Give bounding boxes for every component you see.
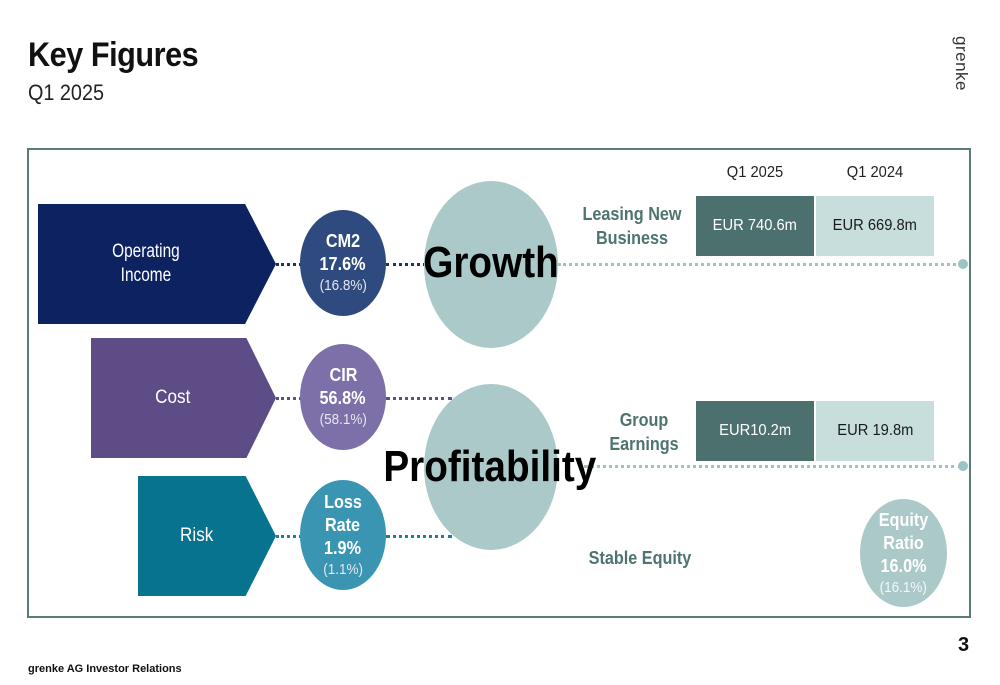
kpi-value: 17.6% bbox=[320, 254, 366, 274]
column-header-current: Q1 2025 bbox=[726, 164, 784, 181]
metric-label-leasing: Leasing New Business bbox=[578, 202, 686, 250]
value-current: EUR10.2m bbox=[696, 401, 814, 461]
value-prior: EUR 669.8m bbox=[816, 196, 934, 256]
connector-line bbox=[386, 535, 452, 538]
equity-value: 16.0% bbox=[880, 555, 927, 576]
connector-line bbox=[276, 263, 302, 266]
profitability-circle bbox=[424, 384, 558, 550]
driver-operating-income: Operating Income bbox=[38, 204, 276, 324]
page-subtitle: Q1 2025 bbox=[28, 80, 104, 105]
kpi-loss-rate: Loss Rate 1.9% (1.1%) bbox=[300, 480, 386, 590]
value-text: EUR 669.8m bbox=[832, 217, 918, 234]
driver-label: Risk bbox=[179, 525, 213, 546]
metric-label-line: Group bbox=[619, 410, 669, 430]
kpi-name: CIR bbox=[329, 365, 357, 385]
kpi-prior: (16.8%) bbox=[319, 277, 367, 294]
kpi-name: Loss bbox=[324, 491, 362, 512]
value-current: EUR 740.6m bbox=[696, 196, 814, 256]
kpi-cm2: CM2 17.6% (16.8%) bbox=[300, 210, 386, 316]
connector-line bbox=[584, 465, 962, 468]
driver-risk: Risk bbox=[138, 476, 276, 596]
equity-label-line: Equity bbox=[878, 509, 929, 530]
connector-endpoint bbox=[958, 259, 968, 269]
connector-line bbox=[386, 263, 426, 266]
value-text: EUR 740.6m bbox=[712, 217, 798, 234]
column-header-prior: Q1 2024 bbox=[846, 164, 904, 181]
equity-ratio-circle: Equity Ratio 16.0% (16.1%) bbox=[860, 499, 947, 607]
brand-logo: grenke bbox=[945, 36, 985, 96]
driver-cost: Cost bbox=[91, 338, 276, 458]
metric-label-earnings: Group Earnings bbox=[590, 408, 698, 456]
growth-circle bbox=[424, 181, 558, 348]
value-text: EUR 19.8m bbox=[836, 422, 914, 439]
metric-label-line: Earnings bbox=[609, 434, 679, 454]
kpi-prior: (1.1%) bbox=[323, 560, 363, 578]
equity-prior: (16.1%) bbox=[879, 578, 928, 596]
kpi-name: CM2 bbox=[325, 231, 361, 251]
metric-label-line: Business bbox=[595, 228, 669, 248]
driver-label: Operating bbox=[112, 241, 180, 262]
value-text: EUR10.2m bbox=[719, 422, 791, 439]
connector-line bbox=[276, 397, 302, 400]
value-prior: EUR 19.8m bbox=[816, 401, 934, 461]
page-number: 3 bbox=[958, 634, 970, 656]
connector-line bbox=[386, 397, 452, 400]
driver-label: Income bbox=[120, 265, 172, 286]
footer-source: grenke AG Investor Relations bbox=[28, 663, 182, 675]
equity-label-line: Ratio bbox=[883, 532, 924, 553]
connector-line bbox=[276, 535, 302, 538]
kpi-cir: CIR 56.8% (58.1%) bbox=[300, 344, 386, 450]
kpi-prior: (58.1%) bbox=[319, 411, 367, 428]
kpi-value: 56.8% bbox=[320, 388, 366, 408]
brand-wordmark: grenke bbox=[952, 36, 971, 91]
stable-equity-label: Stable Equity bbox=[588, 548, 692, 568]
diagram-frame bbox=[27, 148, 971, 618]
connector-line bbox=[558, 263, 962, 266]
connector-endpoint bbox=[958, 461, 968, 471]
driver-label: Cost bbox=[155, 387, 191, 408]
metric-label-line: Leasing New bbox=[582, 204, 682, 224]
page-title: Key Figures bbox=[28, 36, 199, 74]
kpi-name-line2: Rate bbox=[325, 514, 361, 535]
growth-label: Growth bbox=[423, 238, 559, 287]
profitability-label: Profitability bbox=[383, 442, 597, 491]
kpi-value: 1.9% bbox=[324, 537, 362, 558]
